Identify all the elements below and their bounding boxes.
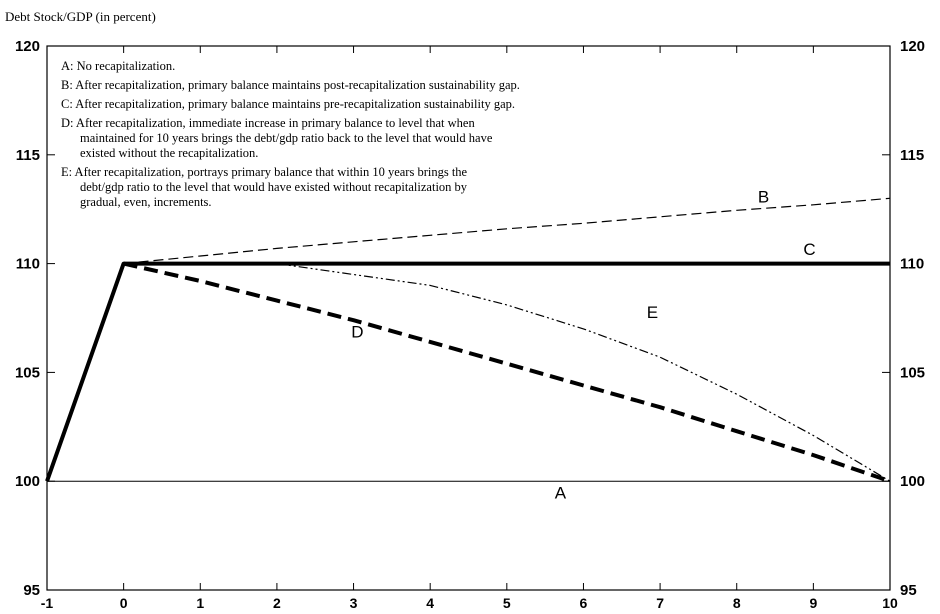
series-lines (45, 197, 891, 484)
legend-line: maintained for 10 years brings the debt/… (80, 131, 493, 145)
y-tick-label-right: 100 (900, 473, 925, 490)
y-tick-label-right: 105 (900, 364, 925, 381)
series-label-b: B (758, 188, 769, 207)
y-tick-label-left: 100 (15, 473, 40, 490)
y-tick-label-left: 110 (16, 256, 40, 273)
legend-line: C: After recapitalization, primary balan… (61, 97, 515, 111)
x-tick-label: 8 (733, 595, 741, 611)
legend-line: debt/gdp ratio to the level that would h… (80, 180, 468, 194)
x-tick-label: 7 (656, 595, 664, 611)
x-tick-label: -1 (41, 595, 54, 611)
x-tick-label: 9 (809, 595, 817, 611)
x-tick-label: 5 (503, 595, 511, 611)
series-label-e: E (647, 303, 658, 322)
x-tick-label: 10 (882, 595, 898, 611)
series-label-a: A (555, 484, 567, 503)
series-label-c: C (803, 240, 815, 259)
legend-line: D: After recapitalization, immediate inc… (61, 116, 475, 130)
chart-title: Debt Stock/GDP (in percent) (5, 9, 156, 24)
series-line-d (123, 261, 891, 484)
series-line-e (276, 263, 891, 482)
y-tick-label-right: 110 (900, 256, 924, 273)
legend-line: A: No recapitalization. (61, 59, 175, 73)
plot-frame (46, 45, 891, 591)
x-tick-label: 3 (350, 595, 358, 611)
series-line-c (45, 261, 890, 482)
y-tick-label-left: 120 (15, 38, 40, 55)
y-tick-label-right: 115 (900, 147, 924, 164)
series-line-b (123, 197, 891, 265)
y-tick-label-left: 95 (23, 582, 40, 599)
legend-line: E: After recapitalization, portrays prim… (61, 165, 468, 179)
series-label-d: D (351, 323, 363, 342)
x-tick-label: 4 (426, 595, 434, 611)
y-tick-label-left: 105 (15, 364, 40, 381)
legend-line: existed without the recapitalization. (80, 146, 258, 160)
x-tick-label: 1 (196, 595, 204, 611)
legend: A: No recapitalization. B: After recapita… (61, 59, 520, 209)
x-tick-label: 2 (273, 595, 281, 611)
y-tick-label-left: 115 (16, 147, 40, 164)
y-tick-label-right: 120 (900, 38, 925, 55)
series-labels: A B C D E (351, 188, 815, 503)
x-tick-label: 0 (120, 595, 128, 611)
legend-line: gradual, even, increments. (80, 195, 212, 209)
legend-line: B: After recapitalization, primary balan… (61, 78, 520, 92)
x-tick-label: 6 (580, 595, 588, 611)
y-tick-label-right: 95 (900, 582, 917, 599)
